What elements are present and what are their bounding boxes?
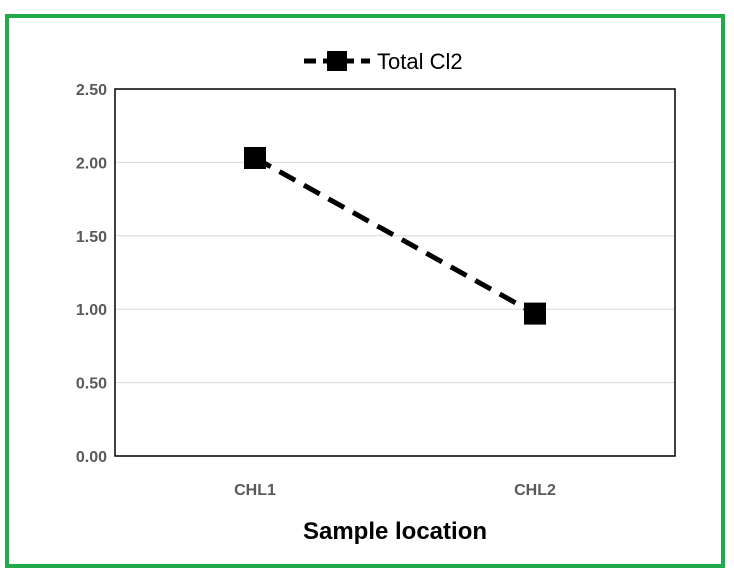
y-tick-label: 2.00: [76, 155, 107, 172]
data-point-chl1: [244, 146, 266, 169]
data-point-chl2: [524, 302, 546, 325]
x-axis-label: Sample location: [303, 518, 487, 545]
series-line-0: [253, 155, 537, 316]
y-tick-label: 0.00: [76, 449, 107, 466]
y-tick-label: 1.00: [76, 302, 107, 319]
y-tick-label: 2.50: [76, 82, 107, 99]
chart-frame: [5, 14, 725, 568]
x-tick-label: CHL1: [234, 482, 276, 499]
y-tick-label: 0.50: [76, 376, 107, 393]
legend: Total Cl2: [304, 49, 463, 74]
x-tick-labels: CHL1 CHL2: [234, 482, 556, 499]
y-tick-labels: 0.00 0.50 1.00 1.50 2.00 2.50: [76, 82, 107, 466]
plot-area-border: [114, 88, 676, 457]
gridlines: [115, 161, 675, 384]
y-tick-label: 1.50: [76, 229, 107, 246]
x-tick-label: CHL2: [514, 482, 556, 499]
legend-marker: [327, 51, 347, 71]
series-layer: [244, 146, 546, 325]
legend-label-total-cl2: Total Cl2: [377, 49, 463, 74]
